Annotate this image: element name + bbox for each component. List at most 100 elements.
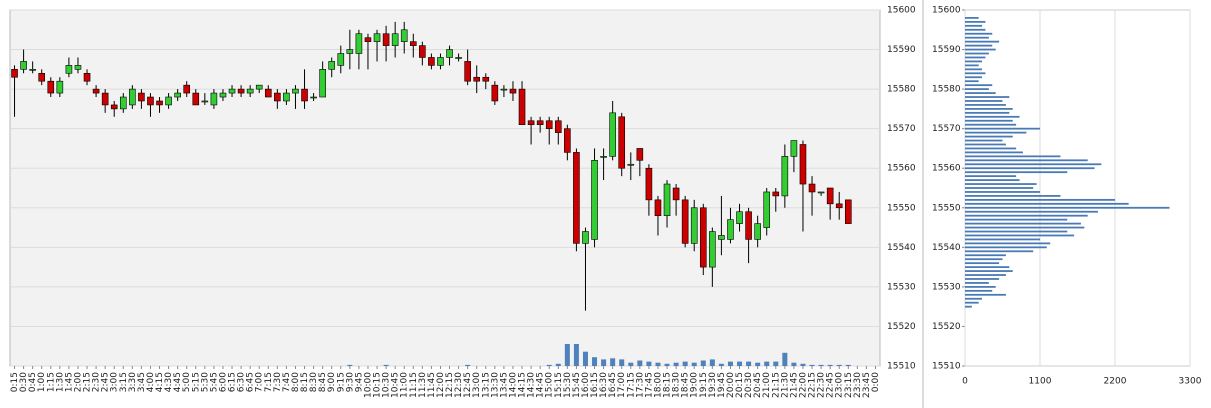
candle-body xyxy=(609,112,616,157)
profile-bar xyxy=(965,68,983,71)
profile-bar xyxy=(965,17,979,19)
volume-bar xyxy=(573,344,579,366)
candle-body xyxy=(364,37,372,42)
candle-body xyxy=(129,88,136,106)
profile-bar xyxy=(965,262,1000,265)
profile-bar xyxy=(965,289,993,292)
candle-body xyxy=(790,140,798,157)
x-tick-label: 19:45 xyxy=(717,372,727,398)
x-tick-label: 0:30 xyxy=(19,372,29,392)
x-tick-label: 18:00 xyxy=(653,372,663,398)
candle-body xyxy=(826,187,834,205)
candle-body xyxy=(817,191,825,194)
x-tick-label: 14:45 xyxy=(536,372,546,398)
profile-bar xyxy=(965,76,983,79)
profile-bar xyxy=(965,44,993,47)
candle-body xyxy=(246,88,254,94)
profile-bar xyxy=(965,210,1098,213)
profile-bar xyxy=(965,198,1115,201)
volume-bar xyxy=(610,358,616,366)
y-tick-label: 15530 xyxy=(887,282,916,292)
candle-body xyxy=(844,199,852,224)
candle-body xyxy=(174,92,181,98)
candle-body xyxy=(310,96,317,99)
profile-bar xyxy=(965,301,979,304)
profile-bar xyxy=(965,250,1034,253)
candle-body xyxy=(736,211,743,224)
volume-bar xyxy=(727,361,733,366)
candle-body xyxy=(709,231,716,268)
candle-body xyxy=(101,92,109,106)
y-tick-label: 15530 xyxy=(932,282,961,292)
volume-bar xyxy=(691,362,697,366)
x-tick-label: 6:15 xyxy=(228,372,238,392)
profile-bar xyxy=(965,24,983,27)
x-tick-label: 10:00 xyxy=(363,372,373,398)
x-tick-label: 0 xyxy=(962,377,968,387)
candle-body xyxy=(464,61,471,82)
candle-body xyxy=(210,92,218,106)
candle-body xyxy=(301,88,308,102)
profile-bar xyxy=(965,183,1037,185)
candle-body xyxy=(192,92,200,106)
candle-body xyxy=(491,84,499,102)
volume-bar xyxy=(800,363,806,366)
candle-body xyxy=(83,72,91,82)
x-tick-label: 7:45 xyxy=(282,372,292,392)
profile-bar xyxy=(965,234,1075,237)
candle-body xyxy=(763,191,771,228)
x-tick-label: 11:45 xyxy=(427,372,437,398)
x-tick-label: 19:15 xyxy=(699,372,709,398)
profile-bar xyxy=(965,191,1040,193)
candle-body xyxy=(255,84,263,90)
x-tick-label: 10:45 xyxy=(391,372,401,398)
profile-bar xyxy=(965,230,1068,233)
profile-bar xyxy=(965,84,993,87)
profile-bar xyxy=(965,60,983,63)
volume-bar xyxy=(601,359,607,366)
x-tick-label: 2:15 xyxy=(83,372,93,392)
candle-body xyxy=(428,57,435,66)
x-tick-label: 16:30 xyxy=(599,372,609,398)
candle-body xyxy=(319,69,326,98)
profile-bar xyxy=(965,305,972,308)
volume-bar xyxy=(709,359,715,366)
x-tick-label: 23:30 xyxy=(853,372,863,398)
profile-bar xyxy=(965,52,989,55)
profile-bar xyxy=(965,258,1003,261)
volume-bar xyxy=(836,364,842,366)
profile-bar xyxy=(965,72,986,75)
x-tick-label: 1100 xyxy=(1029,377,1052,387)
x-tick-label: 1:30 xyxy=(55,372,65,392)
candle-body xyxy=(56,80,64,94)
x-tick-label: 10:30 xyxy=(382,372,392,398)
profile-bar xyxy=(965,222,1081,225)
x-tick-label: 17:45 xyxy=(644,372,654,398)
x-tick-label: 21:00 xyxy=(762,372,772,398)
candle-body xyxy=(382,33,390,46)
profile-bar xyxy=(965,135,1013,138)
volume-bar xyxy=(682,361,688,366)
candle-body xyxy=(536,120,544,126)
candle-body xyxy=(264,88,272,98)
x-tick-label: 23:45 xyxy=(862,372,872,398)
volume-bar xyxy=(791,362,797,366)
candle-body xyxy=(92,88,100,94)
volume-bar xyxy=(546,364,552,366)
candle-body xyxy=(727,219,734,240)
x-tick-label: 22:45 xyxy=(826,372,836,398)
candle-body xyxy=(147,96,154,106)
volume-bar xyxy=(827,364,833,366)
candle-body xyxy=(527,120,535,126)
y-tick-label: 15520 xyxy=(887,322,916,332)
volume-bar xyxy=(564,344,570,366)
x-tick-label: 20:30 xyxy=(744,372,754,398)
x-tick-label: 14:15 xyxy=(518,372,528,398)
x-tick-label: 2200 xyxy=(1104,377,1127,387)
y-tick-label: 15570 xyxy=(887,124,916,134)
candle-body xyxy=(20,61,27,70)
x-tick-label: 3:15 xyxy=(119,372,129,392)
x-tick-label: 13:30 xyxy=(490,372,500,398)
candle-body xyxy=(228,88,236,94)
x-tick-label: 20:00 xyxy=(726,372,736,398)
